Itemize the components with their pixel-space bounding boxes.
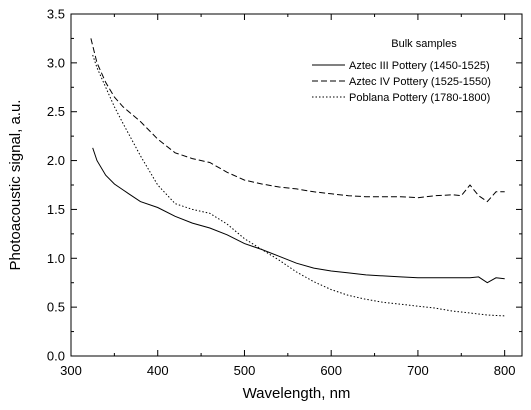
x-tick-label: 700 xyxy=(407,363,429,378)
legend-title: Bulk samples xyxy=(391,38,457,50)
legend-label-1: Aztec III Pottery (1450-1525) xyxy=(349,60,490,72)
x-tick-label: 300 xyxy=(60,363,82,378)
series-line-3 xyxy=(92,54,505,317)
y-tick-label: 0.0 xyxy=(47,349,65,364)
x-axis-title: Wavelength, nm xyxy=(243,385,351,402)
y-tick-label: 3.0 xyxy=(47,55,65,70)
series-line-1 xyxy=(92,147,505,284)
x-tick-label: 600 xyxy=(320,363,342,378)
y-tick-label: 2.0 xyxy=(47,153,65,168)
y-tick-label: 2.5 xyxy=(47,104,65,119)
y-tick-label: 1.0 xyxy=(47,251,65,266)
legend-label-2: Aztec IV Pottery (1525-1550) xyxy=(349,76,491,88)
series-line-2 xyxy=(90,38,505,203)
y-tick-label: 0.5 xyxy=(47,300,65,315)
axes: 300 400 500 600 700 800 0.0 0.5 1.0 1.5 2.0 2.5 3.0 3… xyxy=(47,7,523,378)
legend: Bulk samples Aztec III Pottery (1450-1525… xyxy=(312,38,491,104)
legend-label-3: Poblana Pottery (1780-1800) xyxy=(349,92,490,104)
x-tick-label: 400 xyxy=(147,363,169,378)
y-tick-label: 3.5 xyxy=(47,7,65,22)
series-layer xyxy=(90,38,505,317)
y-axis-title: Photoacoustic signal, a.u. xyxy=(7,100,24,271)
y-tick-label: 1.5 xyxy=(47,202,65,217)
x-tick-label: 800 xyxy=(494,363,516,378)
x-tick-label: 500 xyxy=(234,363,256,378)
